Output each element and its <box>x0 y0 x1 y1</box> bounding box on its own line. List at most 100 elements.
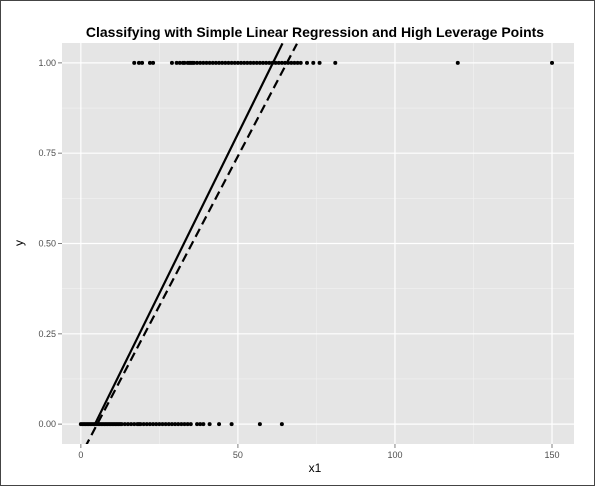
data-point <box>122 422 127 427</box>
y-axis-ticks: 0.00 0.25 0.50 0.75 1.00 <box>38 58 62 429</box>
data-point <box>254 60 259 65</box>
data-point <box>136 60 141 65</box>
data-point <box>295 60 300 65</box>
x-tick-label: 150 <box>544 450 559 460</box>
data-point <box>201 422 206 427</box>
data-point <box>147 422 152 427</box>
data-point <box>147 60 152 65</box>
data-point <box>270 60 275 65</box>
data-point <box>229 60 234 65</box>
y-axis-label: y <box>12 240 26 246</box>
data-point <box>257 422 262 427</box>
dashed-fit-line <box>85 43 298 444</box>
data-point <box>176 422 181 427</box>
y-tick-label: 1.00 <box>38 58 56 68</box>
data-point <box>182 422 187 427</box>
data-point <box>138 422 143 427</box>
data-point <box>144 422 149 427</box>
data-point <box>248 60 253 65</box>
y-tick-label: 0.25 <box>38 329 56 339</box>
data-point <box>198 60 203 65</box>
data-point <box>169 422 174 427</box>
data-point <box>217 422 222 427</box>
data-point <box>188 422 193 427</box>
data-point <box>132 60 137 65</box>
data-point <box>232 60 237 65</box>
data-point <box>261 60 266 65</box>
data-point <box>173 422 178 427</box>
data-point <box>163 422 168 427</box>
data-point <box>298 60 303 65</box>
data-point <box>242 60 247 65</box>
data-point <box>174 60 179 65</box>
data-point <box>283 60 288 65</box>
data-point <box>207 422 212 427</box>
data-point <box>166 422 171 427</box>
y-tick-label: 0.00 <box>38 419 56 429</box>
data-point <box>207 60 212 65</box>
data-point <box>239 60 244 65</box>
data-point <box>286 60 291 65</box>
data-point <box>141 422 146 427</box>
data-point <box>154 422 159 427</box>
x-axis-ticks: 0 50 100 150 <box>78 444 560 460</box>
data-point <box>140 60 145 65</box>
data-point <box>276 60 281 65</box>
data-point <box>251 60 256 65</box>
data-point <box>182 60 187 65</box>
data-point <box>210 60 215 65</box>
data-point <box>279 422 284 427</box>
data-point <box>204 60 209 65</box>
data-point <box>129 422 134 427</box>
data-point <box>235 60 240 65</box>
chart-title: Classifying with Simple Linear Regressio… <box>86 24 544 40</box>
data-point <box>157 422 162 427</box>
y-tick-label: 0.75 <box>38 148 56 158</box>
data-point <box>550 60 555 65</box>
data-point <box>160 422 165 427</box>
data-point <box>229 422 234 427</box>
data-point <box>151 422 156 427</box>
data-point <box>289 60 294 65</box>
data-point <box>132 422 137 427</box>
data-point <box>317 60 322 65</box>
data-point <box>223 60 228 65</box>
data-point <box>245 60 250 65</box>
data-point <box>220 60 225 65</box>
data-point <box>191 60 196 65</box>
data-point <box>279 60 284 65</box>
data-point <box>217 60 222 65</box>
data-point <box>455 60 460 65</box>
data-point <box>257 60 262 65</box>
data-point <box>292 60 297 65</box>
data-point <box>273 60 278 65</box>
x-axis-label: x1 <box>309 461 322 475</box>
x-tick-label: 0 <box>78 450 83 460</box>
data-point <box>198 422 203 427</box>
data-point <box>185 422 190 427</box>
data-point <box>201 60 206 65</box>
major-gridlines <box>62 43 574 444</box>
y-tick-label: 0.50 <box>38 239 56 249</box>
data-point <box>267 60 272 65</box>
data-point <box>305 60 310 65</box>
data-point <box>226 60 231 65</box>
data-point <box>213 60 218 65</box>
solid-fit-line <box>93 43 284 426</box>
regression-lines <box>85 43 298 444</box>
data-point <box>264 60 269 65</box>
data-point <box>333 60 338 65</box>
data-points <box>78 60 555 427</box>
data-point <box>119 422 124 427</box>
data-point <box>169 60 174 65</box>
data-point <box>311 60 316 65</box>
data-point <box>179 422 184 427</box>
x-tick-label: 50 <box>233 450 243 460</box>
data-point <box>195 60 200 65</box>
data-point <box>151 60 156 65</box>
data-point <box>125 422 130 427</box>
data-point <box>195 422 200 427</box>
data-point <box>177 60 182 65</box>
